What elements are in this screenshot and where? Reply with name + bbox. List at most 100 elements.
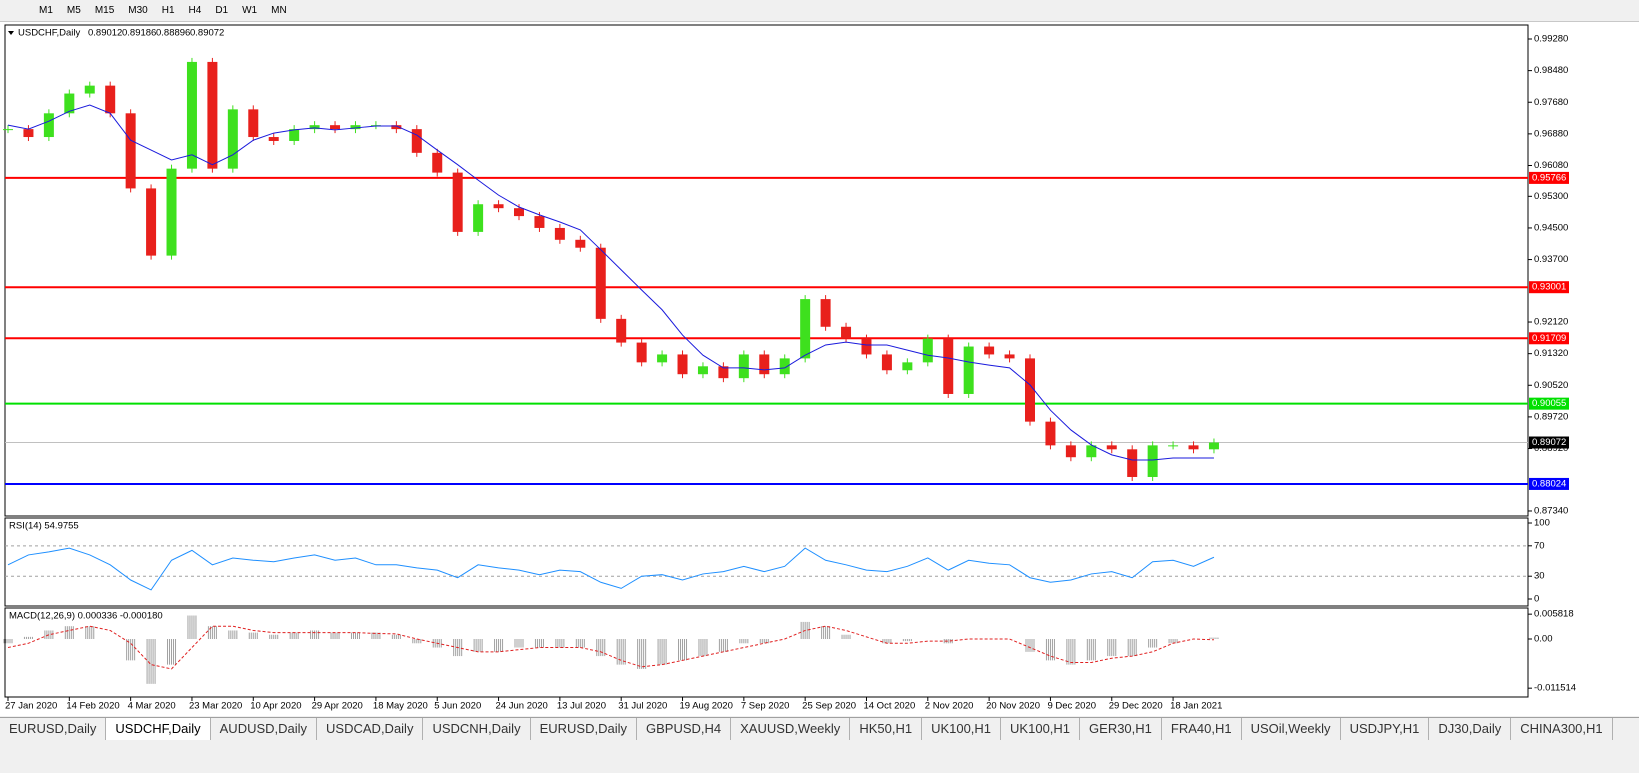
candle [1086,445,1097,458]
chart-tab[interactable]: GER30,H1 [1080,718,1162,740]
chart-tab[interactable]: XAUUSD,Weekly [731,718,851,740]
candle [820,299,831,327]
chart-tab[interactable]: USDCAD,Daily [317,718,424,740]
candle [963,346,974,394]
x-tick-label: 2 Nov 2020 [925,701,974,712]
candle [1127,449,1138,477]
menu-arrow [8,31,14,35]
panel-frame [4,24,1529,517]
chart-tab[interactable]: USOil,Weekly [1242,718,1341,740]
timeframe-button[interactable]: W1 [242,5,258,16]
x-tick-label: 25 Sep 2020 [802,701,856,712]
chart-tab[interactable]: EURUSD,Daily [531,718,637,740]
chart-tab[interactable]: UK100,H1 [922,718,1002,740]
candle [3,129,13,131]
timeframe-button[interactable]: H1 [161,5,175,16]
panel-title: RSI(14) 54.9755 [9,521,79,532]
timeframe-button[interactable]: M15 [94,5,115,16]
y-tick-label: 0.99280 [1534,34,1568,45]
chart-tab[interactable]: DJ30,Daily [1429,718,1512,740]
y-tick-label: 0.98480 [1534,65,1568,76]
chart-tab[interactable]: AUDUSD,Daily [211,718,318,740]
candle [759,354,770,375]
candle [64,93,75,114]
level-label-box [1529,477,1569,490]
chart-tab[interactable]: GBPUSD,H4 [637,718,732,740]
chart-tab[interactable]: FRA40,H1 [1162,718,1242,740]
candle [595,247,606,319]
x-tick-label: 19 Aug 2020 [680,701,733,712]
rsi-line [7,547,1215,591]
candle [125,113,136,189]
level-label: 0.88024 [1532,478,1566,489]
chart-tab[interactable]: EURUSD,Daily [0,718,107,740]
candle [105,85,116,114]
y-tick-label: 0.92120 [1534,317,1568,328]
candle [779,358,790,375]
chart-tab[interactable]: UK100,H1 [1001,718,1081,740]
candle [677,354,688,375]
panel-title: MACD(12,26,9) 0.000336 -0.000180 [9,611,163,622]
candle [309,125,320,130]
ohlc-value: 0.89186 [122,28,156,39]
y-tick-label: 0.94500 [1534,222,1568,233]
x-tick-label: 27 Jan 2020 [5,701,57,712]
candle [1045,421,1056,446]
candle [1168,445,1179,447]
x-tick-label: 7 Sep 2020 [741,701,790,712]
candle [289,129,300,141]
candle [411,129,422,153]
x-tick-label: 23 Mar 2020 [189,701,242,712]
level-label: 0.91709 [1532,333,1566,344]
x-tick-label: 14 Feb 2020 [66,701,119,712]
y-tick-label: 70 [1534,540,1545,551]
y-tick-label: 0.93700 [1534,254,1568,265]
timeframe-button[interactable]: M30 [128,5,148,16]
candle [575,239,586,248]
x-tick-label: 29 Dec 2020 [1109,701,1163,712]
candle [1004,354,1015,359]
candle [616,318,627,343]
timeframe-button[interactable]: MN [271,5,287,16]
timeframe-button[interactable]: M5 [66,5,81,16]
candle [984,346,995,355]
level-label-box [1529,281,1569,294]
candle [943,338,954,394]
chart-tab[interactable]: USDCNH,Daily [423,718,531,740]
candle [146,188,157,256]
x-tick-label: 18 May 2020 [373,701,428,712]
y-tick-label: 0.91320 [1534,348,1568,359]
candle [23,129,34,138]
candle [452,172,463,232]
candle [330,125,341,130]
candle [841,326,852,339]
chart-tab[interactable]: USDJPY,H1 [1341,718,1430,740]
chart-tab[interactable]: HK50,H1 [850,718,923,740]
candle [738,354,749,379]
candle [800,299,811,359]
y-tick-label: 0.95300 [1534,191,1568,202]
candle [84,85,95,94]
candle [1025,358,1035,422]
y-tick-label: 0.89720 [1534,411,1568,422]
timeframe-button[interactable]: D1 [215,5,229,16]
candle [227,109,238,169]
x-tick-label: 18 Jan 2021 [1170,701,1222,712]
y-tick-label: 0.00 [1534,634,1553,645]
panel-frame [4,517,1529,607]
candle [554,227,565,240]
candle [1188,445,1199,450]
candle [534,216,545,228]
candle [1106,445,1117,450]
candle [391,125,402,130]
timeframe-button[interactable]: M1 [39,5,53,16]
panel-frame [4,607,1529,698]
ohlc-value: 0.89012 [88,28,122,39]
panel-title: USDCHF,Daily [18,28,81,39]
level-label: 0.90055 [1532,398,1566,409]
chart-tab[interactable]: CHINA300,H1 [1511,718,1613,740]
candle [473,204,484,232]
chart-tab[interactable]: USDCHF,Daily [106,718,211,740]
timeframe-button[interactable]: H4 [188,5,202,16]
